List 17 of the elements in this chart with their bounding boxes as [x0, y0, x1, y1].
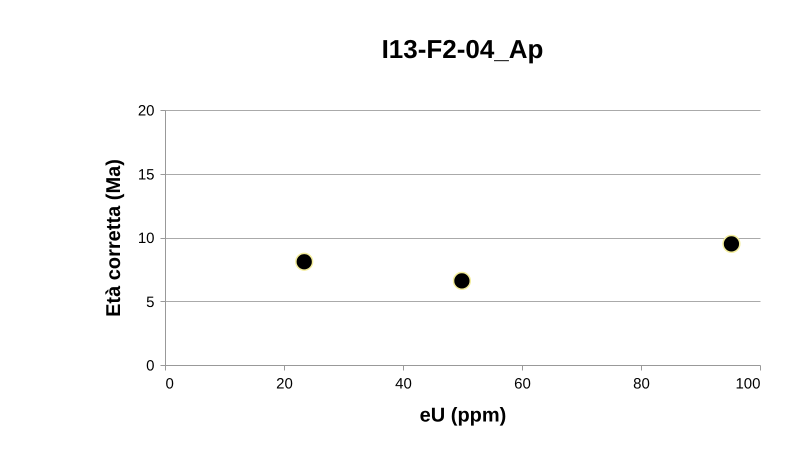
chart-title: I13-F2-04_Ap: [382, 34, 544, 64]
y-tick-label: 20: [138, 102, 154, 120]
y-tick-label: 15: [138, 166, 154, 184]
y-tick-label: 10: [138, 230, 154, 247]
x-tick-label: 100: [735, 376, 760, 392]
x-tick-label: 0: [166, 376, 174, 392]
x-tick-label: 60: [514, 376, 531, 392]
x-tick-label: 40: [395, 376, 412, 392]
y-axis-title: Età corretta (Ma): [102, 159, 125, 317]
point: [722, 234, 741, 253]
x-axis-title: eU (ppm): [420, 404, 506, 426]
point: [295, 252, 314, 271]
point: [452, 272, 472, 290]
x-tick-label: 20: [276, 376, 293, 392]
x-tick-label: 80: [633, 376, 650, 392]
y-tick-label: 0: [146, 358, 154, 374]
y-tick-label: 5: [146, 294, 154, 311]
